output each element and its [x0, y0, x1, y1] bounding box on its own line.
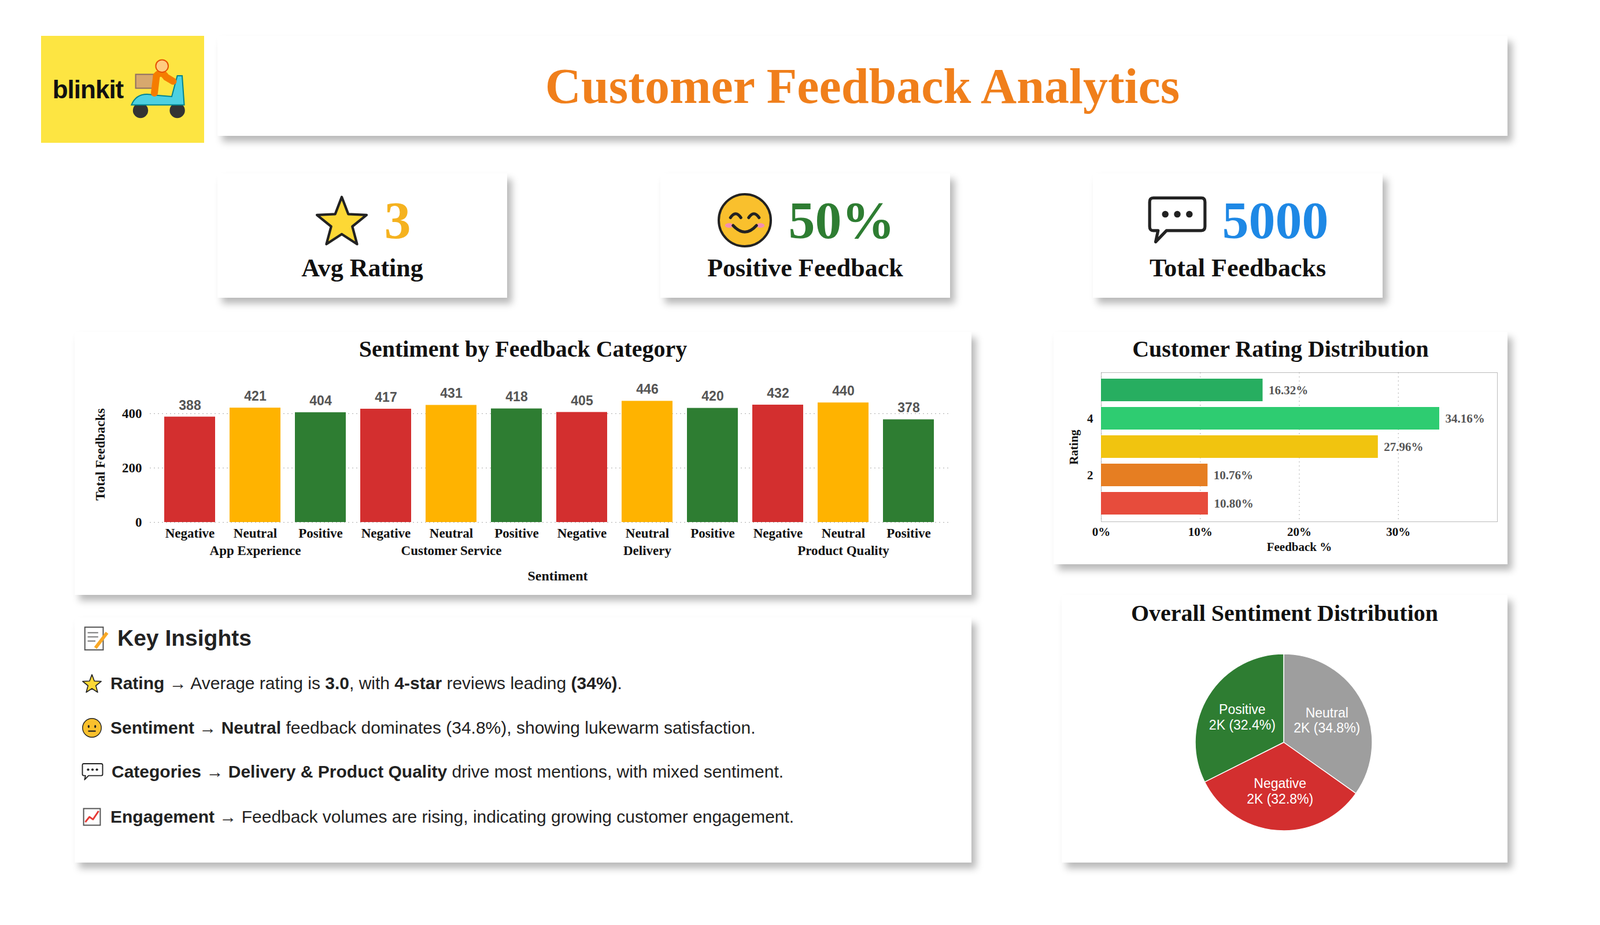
svg-text:Neutral: Neutral	[233, 526, 277, 541]
svg-text:418: 418	[505, 389, 528, 405]
svg-text:Positive: Positive	[886, 526, 931, 541]
html-text:Rating → Average rating is 3.0: Rating → Average rating is 3.0, with 4-s…	[110, 673, 623, 693]
svg-text:431: 431	[440, 385, 463, 401]
svg-text:4: 4	[1087, 411, 1094, 426]
svg-text:Neutral: Neutral	[821, 526, 866, 541]
svg-text:10%: 10%	[1188, 525, 1213, 539]
svg-text:Feedback %: Feedback %	[1266, 540, 1333, 554]
svg-text:Positive: Positive	[690, 526, 735, 541]
svg-text:200: 200	[122, 460, 143, 476]
svg-text:Customer Service: Customer Service	[401, 543, 502, 559]
svg-text:App Experience: App Experience	[209, 543, 302, 559]
svg-text:16.32%: 16.32%	[1268, 383, 1308, 398]
html-text:Sentiment by Feedback Category: Sentiment by Feedback Category	[358, 335, 688, 362]
svg-text:404: 404	[309, 393, 332, 409]
svg-text:Neutral: Neutral	[429, 526, 474, 541]
svg-text:20%: 20%	[1287, 525, 1312, 539]
html-text:Overall Sentiment Distribution: Overall Sentiment Distribution	[1131, 600, 1439, 627]
svg-text:34.16%: 34.16%	[1445, 411, 1485, 426]
html-text:blinkit: blinkit	[52, 74, 124, 104]
svg-text:400: 400	[122, 406, 143, 421]
html-text:5000: 5000	[1222, 190, 1329, 250]
svg-text:0%: 0%	[1092, 525, 1111, 539]
svg-text:Negative2K (32.8%): Negative2K (32.8%)	[1246, 776, 1314, 807]
svg-text:Negative: Negative	[361, 526, 412, 541]
svg-text:421: 421	[244, 388, 267, 404]
svg-text:Positive: Positive	[298, 526, 343, 541]
html-text:3: 3	[384, 190, 411, 250]
html-text:Avg Rating: Avg Rating	[301, 253, 424, 283]
html-text:Customer Rating Distribution: Customer Rating Distribution	[1132, 335, 1429, 362]
html-text:50%: 50%	[788, 190, 895, 250]
svg-text:Product Quality: Product Quality	[797, 543, 890, 559]
svg-text:Neutral: Neutral	[625, 526, 670, 541]
svg-text:27.96%: 27.96%	[1383, 440, 1424, 454]
svg-text:Negative: Negative	[165, 526, 216, 541]
html-text:Categories → Delivery & Produc: Categories → Delivery & Product Quality …	[111, 762, 784, 782]
html-text:Total Feedbacks: Total Feedbacks	[1149, 253, 1326, 283]
svg-text:Positive2K (32.4%): Positive2K (32.4%)	[1209, 701, 1276, 733]
html-text:Sentiment → Neutral feedback d: Sentiment → Neutral feedback dominates (…	[110, 718, 756, 738]
svg-text:Negative: Negative	[753, 526, 804, 541]
html-text:Sentiment: Sentiment	[527, 568, 588, 584]
svg-text:Positive: Positive	[494, 526, 539, 541]
html-text:Customer Feedback Analytics: Customer Feedback Analytics	[545, 58, 1180, 114]
svg-text:388: 388	[178, 397, 202, 413]
svg-text:Delivery: Delivery	[623, 543, 672, 559]
svg-text:10.76%: 10.76%	[1213, 468, 1254, 483]
svg-text:378: 378	[897, 400, 920, 416]
svg-text:10.80%: 10.80%	[1213, 496, 1254, 511]
svg-text:Neutral2K (34.8%): Neutral2K (34.8%)	[1293, 705, 1361, 736]
svg-text:446: 446	[636, 381, 659, 397]
svg-text:Rating: Rating	[1066, 429, 1081, 465]
svg-text:Negative: Negative	[557, 526, 608, 541]
svg-text:0: 0	[135, 515, 143, 530]
svg-text:Total Feedbacks: Total Feedbacks	[93, 408, 108, 501]
html-text:Key Insights: Key Insights	[117, 625, 252, 651]
svg-text:440: 440	[832, 383, 855, 399]
html-text:Engagement → Feedback volumes: Engagement → Feedback volumes are rising…	[110, 807, 795, 827]
svg-text:2: 2	[1087, 468, 1094, 483]
svg-text:432: 432	[766, 385, 789, 401]
svg-text:30%: 30%	[1386, 525, 1411, 539]
svg-text:405: 405	[570, 393, 594, 409]
html-text:Positive Feedback: Positive Feedback	[707, 253, 904, 283]
svg-text:417: 417	[374, 389, 397, 405]
svg-text:420: 420	[701, 388, 724, 404]
